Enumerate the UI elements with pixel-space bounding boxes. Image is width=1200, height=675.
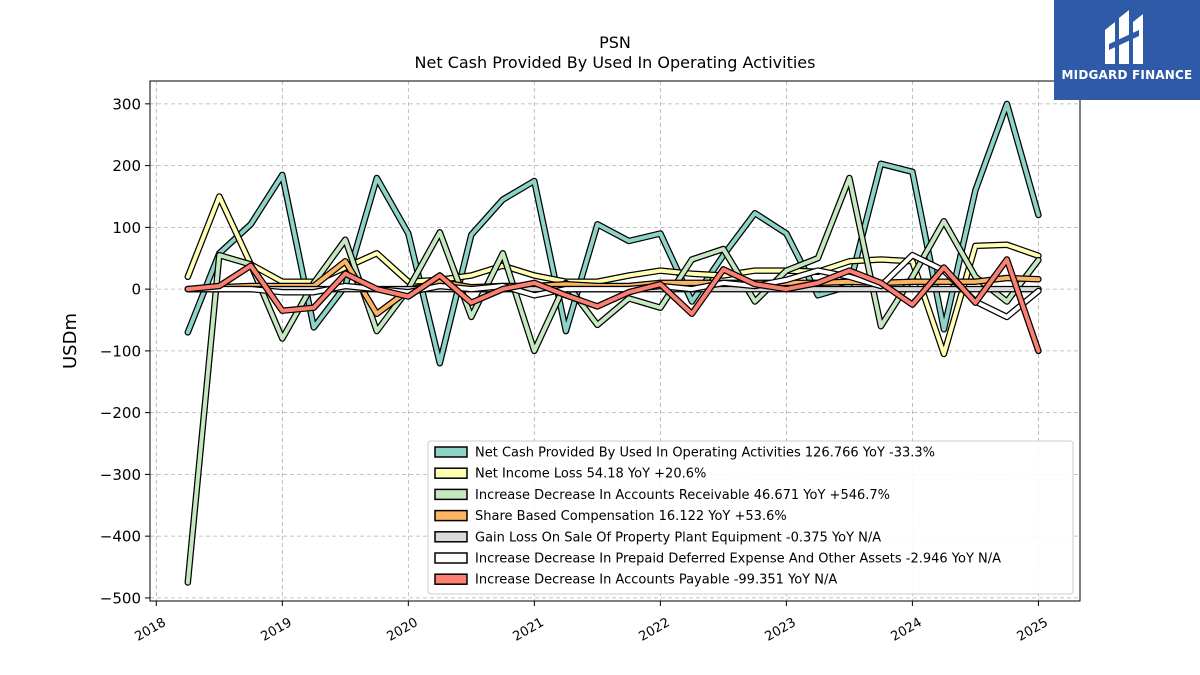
legend-swatch	[434, 573, 468, 585]
legend-label: Net Cash Provided By Used In Operating A…	[475, 446, 935, 461]
midgard-logo-mark-icon	[1105, 10, 1143, 64]
legend: Net Cash Provided By Used In Operating A…	[427, 440, 1074, 595]
series-line-stroke	[185, 176, 1041, 585]
legend-swatch	[434, 446, 468, 458]
y-tick-label: −200	[100, 404, 141, 422]
series-line	[184, 174, 1042, 586]
y-axis-label: USDm	[60, 313, 81, 369]
series-line-stroke	[185, 257, 1041, 353]
logo-text: MIDGARD FINANCE	[1061, 68, 1193, 82]
legend-swatch	[434, 509, 468, 522]
y-tick-label: 100	[112, 219, 141, 237]
series-line-stroke	[185, 101, 1041, 366]
y-tick-label: −400	[100, 528, 141, 546]
series-line	[184, 100, 1042, 367]
legend-swatch	[434, 552, 468, 564]
y-tick-label: 0	[131, 281, 141, 299]
logo: MIDGARD FINANCE	[1054, 0, 1200, 100]
legend-label: Increase Decrease In Prepaid Deferred Ex…	[475, 552, 1001, 567]
plot-frame	[149, 80, 1081, 602]
x-tick-label: 2021	[511, 615, 547, 645]
legend-swatch	[434, 488, 468, 501]
legend-label: Increase Decrease In Accounts Receivable…	[475, 488, 890, 503]
y-tick-label: 200	[112, 157, 141, 175]
x-tick-label: 2018	[132, 615, 168, 645]
chart-title: PSN	[599, 33, 631, 52]
x-tick-label: 2020	[385, 615, 421, 645]
y-tick-label: −300	[100, 466, 141, 484]
series-layer	[184, 100, 1042, 586]
legend-label: Net Income Loss 54.18 YoY +20.6%	[475, 467, 706, 482]
series-line	[184, 256, 1042, 355]
x-tick-label: 2024	[889, 615, 925, 645]
x-tick-label: 2025	[1015, 615, 1051, 645]
legend-box	[427, 440, 1074, 595]
legend-label: Increase Decrease In Accounts Payable -9…	[475, 573, 837, 588]
legend-label: Gain Loss On Sale Of Property Plant Equi…	[475, 530, 881, 545]
legend-swatch	[434, 531, 468, 543]
legend-label: Share Based Compensation 16.122 YoY +53.…	[475, 509, 787, 524]
y-tick-label: 300	[112, 95, 141, 113]
x-tick-label: 2019	[258, 615, 294, 645]
y-tick-label: −100	[100, 342, 141, 360]
y-tick-label: −500	[100, 589, 141, 607]
chart-subtitle: Net Cash Provided By Used In Operating A…	[415, 53, 816, 72]
x-tick-label: 2022	[637, 615, 673, 645]
x-tick-label: 2023	[763, 615, 799, 645]
legend-swatch	[434, 467, 468, 479]
